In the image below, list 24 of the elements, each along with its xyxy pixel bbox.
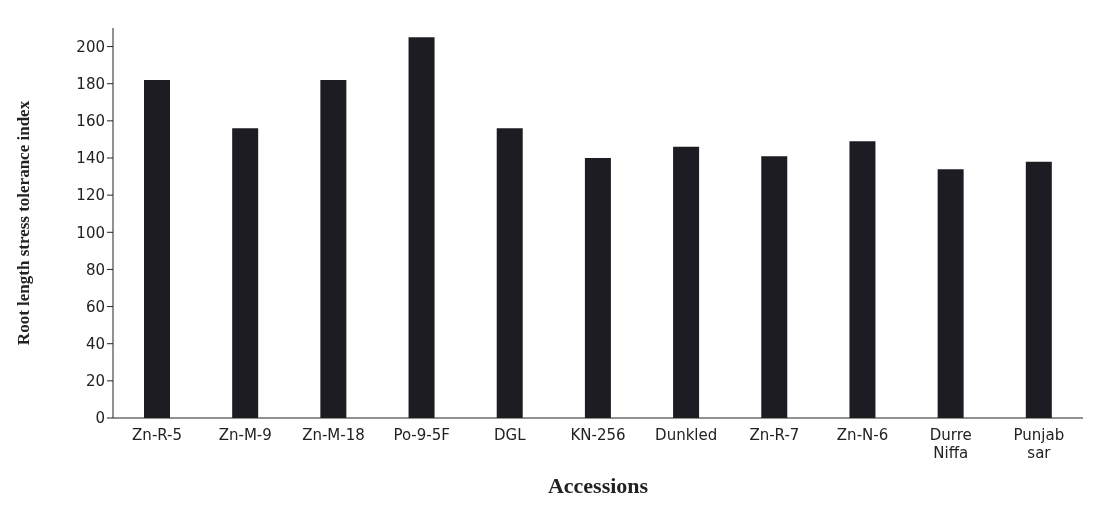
y-tick-label: 60 — [85, 297, 105, 316]
x-tick-label: KN-256 — [570, 426, 626, 444]
x-tick-label: Durre Niffa — [929, 426, 972, 462]
x-tick-label: DGL — [494, 426, 527, 444]
y-tick-label: 140 — [76, 149, 105, 168]
x-tick-label: Zn-N-6 — [836, 426, 889, 444]
x-tick-label: Zn-M-9 — [218, 426, 272, 444]
x-tick-label: Zn-R-7 — [749, 426, 800, 444]
y-tick-label: 40 — [85, 335, 105, 354]
y-tick-label: 180 — [76, 75, 105, 94]
y-tick-label: 120 — [76, 186, 105, 205]
y-tick-label: 20 — [85, 372, 105, 391]
x-tick-label: Po-9-5F — [393, 426, 450, 444]
y-tick-label: 200 — [76, 37, 105, 56]
y-tick-label: 80 — [85, 260, 105, 279]
y-tick-label: 0 — [95, 409, 105, 428]
x-tick-label: Punjab sar — [1013, 426, 1065, 462]
y-axis-title: Root length stress tolerance index — [14, 100, 34, 346]
x-tick-label: Zn-M-18 — [302, 426, 365, 444]
x-axis-title: Accessions — [547, 473, 649, 498]
y-tick-label: 160 — [76, 112, 105, 131]
x-tick-label: Zn-R-5 — [132, 426, 183, 444]
x-tick-label: Dunkled — [655, 426, 718, 444]
y-tick-label: 100 — [76, 223, 105, 242]
